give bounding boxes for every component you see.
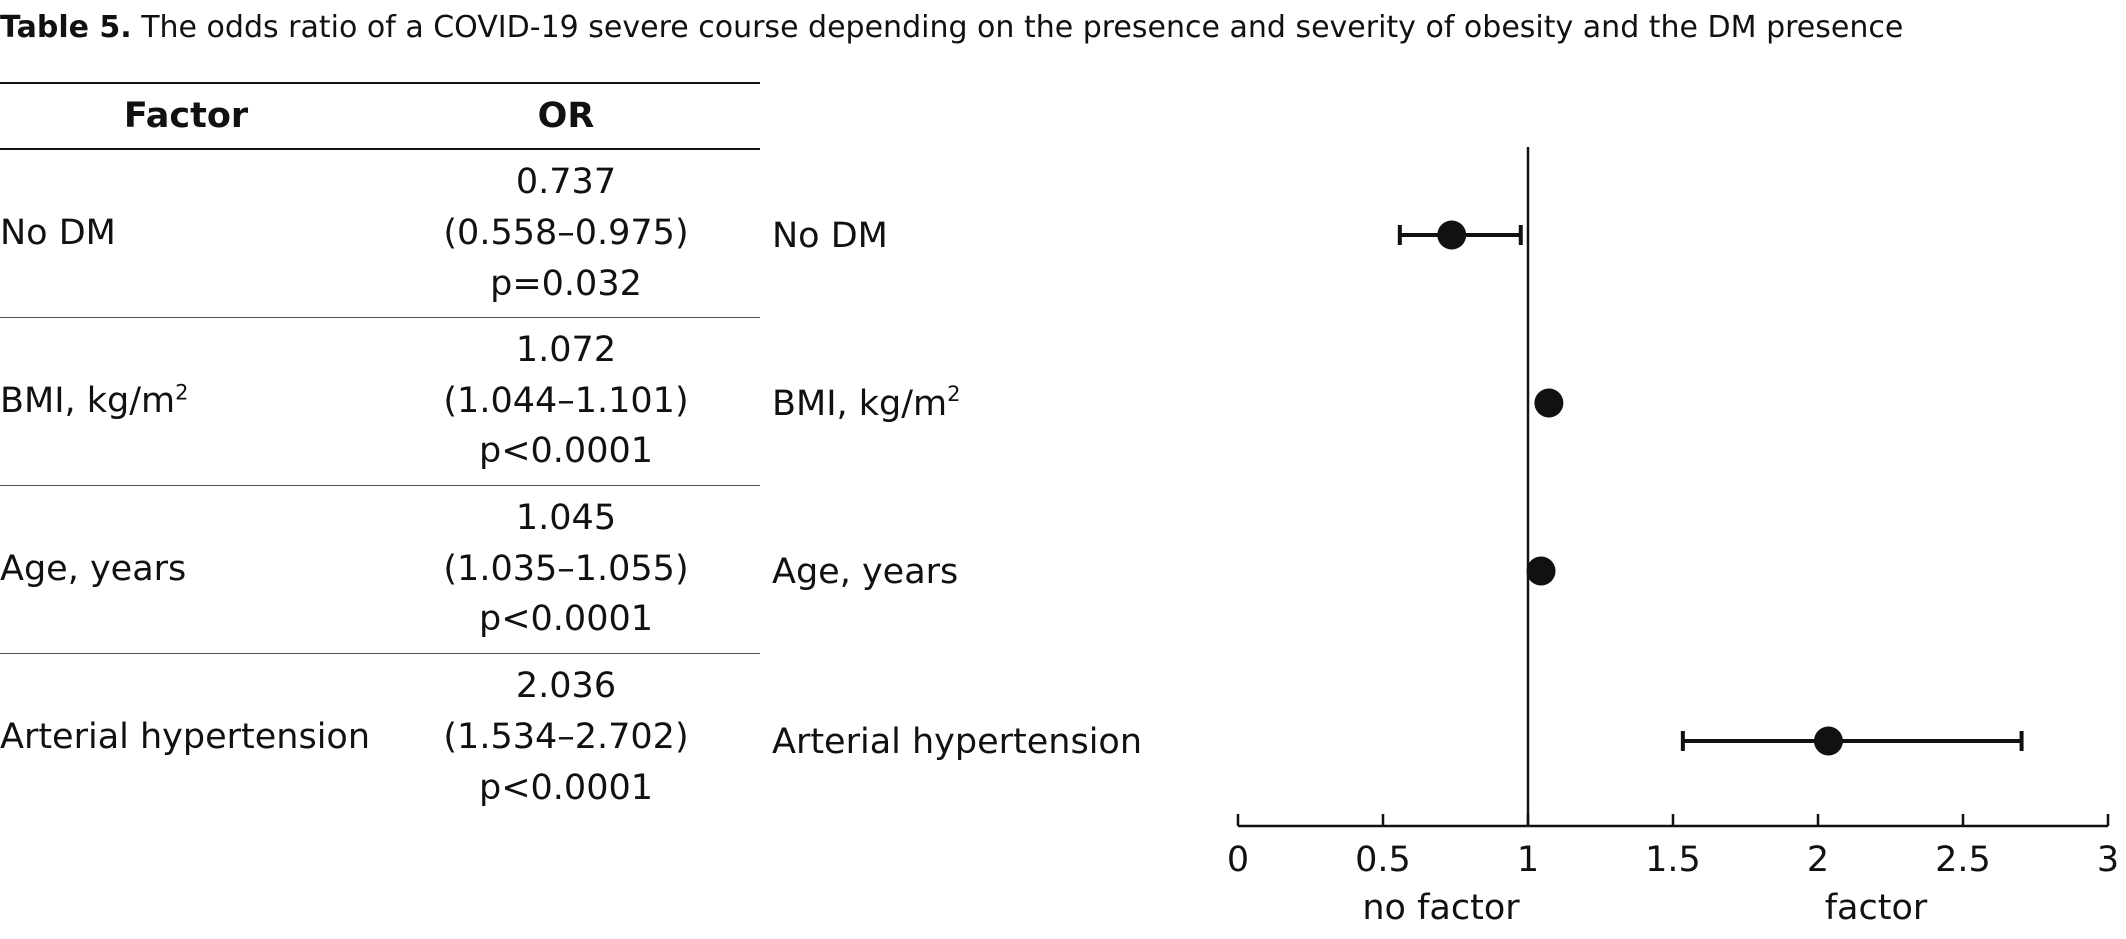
factor-label: Arterial hypertension [0,716,371,757]
header-factor: Factor [123,96,249,136]
odds-ratio-point [1813,726,1843,756]
or-ci: (1.044–1.101) [443,380,689,421]
table-header-row: Factor OR [0,83,760,149]
table-row: No DM 0.737 (0.558–0.975) p=0.032 [0,149,760,317]
table-row: BMI, kg/m2 1.072 (1.044–1.101) p<0.0001 [0,317,760,485]
odds-ratio-table: Factor OR No DM 0.737 (0.558–0.975) p=0.032… [0,82,760,821]
x-tick-label: 1 [1517,840,1539,880]
odds-ratio-point [1437,220,1467,250]
header-or: OR [537,96,595,136]
or-p-value: p<0.0001 [478,599,653,640]
x-tick-label: 3 [2097,840,2119,880]
factor-label: BMI, kg/m [0,380,176,421]
forest-row-label-superscript: 2 [947,382,960,406]
table-caption: Table 5. The odds ratio of a COVID-19 se… [0,10,1903,45]
odds-ratio-point [1526,556,1556,586]
factor-cell: Arterial hypertension [0,653,372,821]
forest-row-label: No DM [772,216,888,256]
or-value: 2.036 [515,666,617,707]
or-cell: 0.737 (0.558–0.975) p=0.032 [372,149,760,317]
factor-label: Age, years [0,548,187,589]
or-p-value: p<0.0001 [478,767,653,808]
factor-cell: BMI, kg/m2 [0,317,372,485]
x-tick-label: 0.5 [1355,840,1411,880]
or-value: 1.045 [515,497,617,538]
forest-row-label: BMI, kg/m2 [772,382,961,424]
forest-row-label: Age, years [772,552,958,592]
or-value: 1.072 [515,329,617,370]
x-tick-label: 0 [1227,840,1249,880]
or-ci: (1.534–2.702) [443,716,689,757]
or-value: 0.737 [515,162,617,203]
or-p-value: p<0.0001 [478,431,653,472]
or-p-value: p=0.032 [490,263,642,304]
x-tick-label: 1.5 [1645,840,1701,880]
forest-row-label-text: Arterial hypertension [772,722,1142,762]
factor-superscript: 2 [175,379,189,404]
or-cell: 1.072 (1.044–1.101) p<0.0001 [372,317,760,485]
x-tick-label: 2.5 [1935,840,1991,880]
axis-label-no-factor: no factor [1362,888,1520,928]
or-cell: 1.045 (1.035–1.055) p<0.0001 [372,485,760,653]
or-ci: (0.558–0.975) [443,212,689,253]
or-ci: (1.035–1.055) [443,548,689,589]
table-row: Arterial hypertension 2.036 (1.534–2.702) p… [0,653,760,821]
caption-text: The odds ratio of a COVID-19 severe cour… [141,10,1904,45]
caption-label: Table 5. [0,10,132,45]
forest-row-label-text: No DM [772,216,888,256]
factor-cell: Age, years [0,485,372,653]
odds-ratio-point [1534,388,1564,418]
or-cell: 2.036 (1.534–2.702) p<0.0001 [372,653,760,821]
axis-label-factor: factor [1825,888,1928,928]
forest-row-label-text: Age, years [772,552,958,592]
forest-row-label-text: BMI, kg/m [772,384,947,424]
factor-label: No DM [0,212,116,253]
factor-cell: No DM [0,149,372,317]
x-tick-label: 2 [1807,840,1829,880]
table-row: Age, years 1.045 (1.035–1.055) p<0.0001 [0,485,760,653]
forest-row-label: Arterial hypertension [772,722,1142,762]
